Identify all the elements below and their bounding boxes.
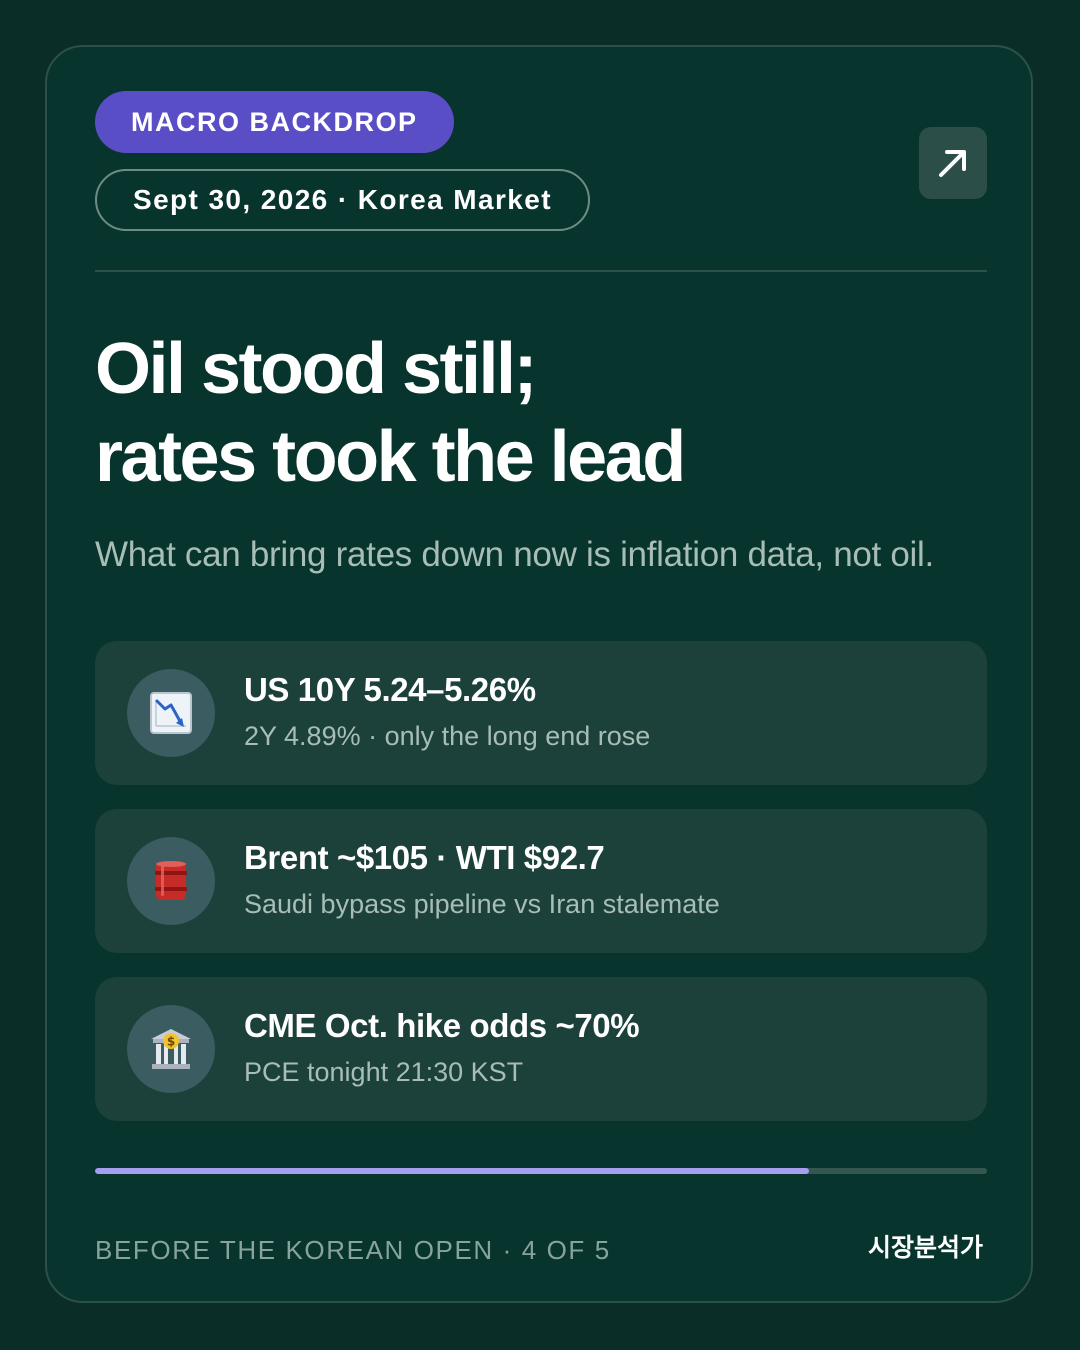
subtitle: What can bring rates down now is inflati… [95,535,934,574]
stat-title: Brent ~$105 · WTI $92.7 [244,839,605,876]
story-progress-fill [95,1168,809,1174]
story-progress-bar [95,1168,987,1174]
headline-line-1: Oil stood still; [95,329,538,409]
stat-us-10y: US 10Y 5.24–5.26% 2Y 4.89% · only the lo… [95,641,987,785]
headline-line-2: rates took the lead [95,417,686,497]
header-divider [95,270,987,272]
stat-subtitle: 2Y 4.89% · only the long end rose [244,721,651,751]
bank-icon: $ [127,1005,215,1093]
category-badge: MACRO BACKDROP [95,91,454,153]
headline: Oil stood still; rates took the lead [95,325,995,501]
stat-title: US 10Y 5.24–5.26% [244,671,536,708]
footer-caption: BEFORE THE KOREAN OPEN · 4 OF 5 [95,1235,611,1265]
stat-oil-prices: Brent ~$105 · WTI $92.7 Saudi bypass pip… [95,809,987,953]
brand-name: 시장분석가 [867,1233,983,1262]
date-market-pill: Sept 30, 2026 · Korea Market [95,169,590,231]
arrow-up-right-icon [939,150,966,177]
open-external-button[interactable] [919,127,987,199]
story-card: MACRO BACKDROP Sept 30, 2026 · Korea Mar… [45,45,1033,1303]
stat-subtitle: Saudi bypass pipeline vs Iran stalemate [244,889,720,919]
stat-hike-odds: $ CME Oct. hike odds ~70% PCE tonight 21… [95,977,987,1121]
stat-title: CME Oct. hike odds ~70% [244,1007,640,1044]
stat-subtitle: PCE tonight 21:30 KST [244,1057,524,1087]
svg-text:$: $ [167,1035,175,1049]
oil-barrel-icon [127,837,215,925]
chart-decreasing-icon [127,669,215,757]
